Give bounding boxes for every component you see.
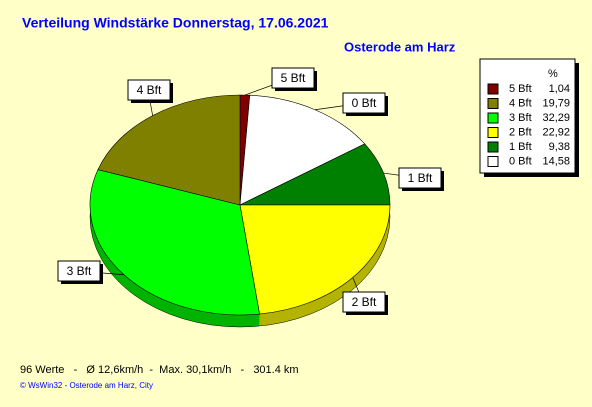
- legend-swatch: [487, 98, 499, 109]
- slice-label: 3 Bft: [67, 264, 92, 278]
- legend-label: 3 Bft: [509, 112, 532, 124]
- slice-label: 5 Bft: [281, 71, 306, 85]
- label-box: [127, 79, 171, 101]
- label-box: [57, 260, 101, 282]
- legend-value: 22,92: [542, 126, 570, 138]
- slice-label: 1 Bft: [408, 171, 433, 185]
- legend-value: 32,29: [542, 112, 570, 124]
- legend-swatch: [487, 156, 499, 167]
- chart-title: Verteilung Windstärke Donnerstag, 17.06.…: [22, 15, 329, 31]
- label-box: [271, 67, 315, 89]
- slice: [89, 169, 260, 316]
- legend-value: 19,79: [542, 97, 570, 109]
- label-box: [342, 291, 386, 313]
- legend-swatch: [487, 141, 499, 153]
- legend-label: 1 Bft: [509, 141, 532, 153]
- legend-swatch: [487, 83, 499, 95]
- legend-swatch: [487, 112, 499, 124]
- copyright: © WsWin32 - Osterode am Harz, City: [20, 381, 153, 390]
- slice: [97, 94, 241, 206]
- legend-swatch: [487, 127, 499, 138]
- label-box: [398, 167, 442, 189]
- legend-label: 2 Bft: [509, 126, 532, 138]
- footer: 96 Werte - Ø 12,6km/h - Max. 30,1km/h - …: [20, 364, 299, 376]
- slice-label: 0 Bft: [352, 96, 377, 110]
- slice: [239, 143, 391, 206]
- legend-label: 5 Bft: [509, 83, 532, 95]
- label-box: [342, 92, 386, 114]
- legend-label: 4 Bft: [509, 97, 532, 109]
- legend-header: %: [548, 68, 558, 80]
- chart-subtitle: Osterode am Harz: [344, 39, 456, 54]
- legend-value: 9,38: [549, 141, 570, 153]
- legend-value: 14,58: [542, 155, 570, 167]
- legend-label: 0 Bft: [509, 155, 532, 167]
- slice-label: 2 Bft: [352, 295, 377, 309]
- legend-value: 1,04: [549, 83, 570, 95]
- slice-label: 4 Bft: [137, 83, 162, 97]
